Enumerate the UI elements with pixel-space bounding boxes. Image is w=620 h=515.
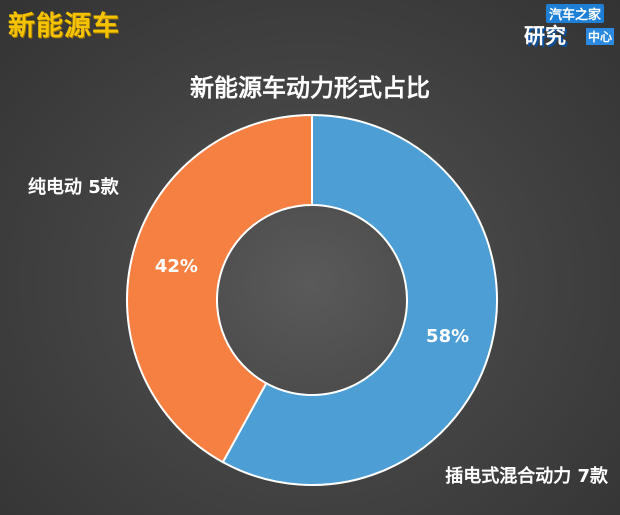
logo-main-text: 研究 [524, 24, 566, 48]
page-title: 新能源车 [8, 11, 120, 42]
logo-sub-text: 中心 [585, 28, 614, 45]
slice-category-label: 插电式混合动力 7款 [445, 465, 609, 487]
chart-title: 新能源车动力形式占比 [190, 74, 430, 102]
logo-top-text: 汽车之家 [545, 4, 604, 23]
slice-percent-label: 42% [155, 256, 198, 277]
slice-percent-label: 58% [426, 326, 469, 347]
brand-logo: 汽车之家 研究 中心 [524, 4, 614, 48]
donut-slice-2 [126, 113, 313, 464]
donut-slice-1 [221, 113, 498, 486]
slice-category-label: 纯电动 5款 [28, 176, 120, 198]
